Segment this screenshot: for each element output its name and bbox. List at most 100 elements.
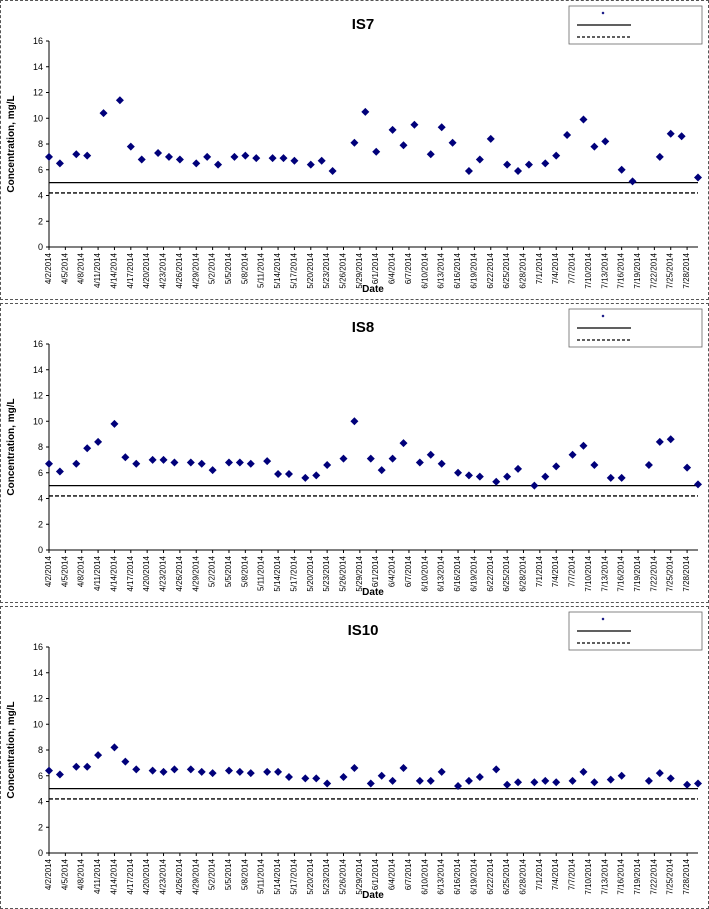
x-tick-label: 7/22/2014	[649, 858, 658, 894]
data-point	[94, 751, 103, 760]
x-tick-label: 5/26/2014	[339, 555, 348, 591]
x-tick-label: 5/20/2014	[306, 555, 315, 591]
x-tick-label: 7/10/2014	[584, 858, 593, 894]
data-point	[590, 461, 599, 470]
data-point	[552, 151, 561, 160]
y-tick-label: 14	[33, 668, 43, 678]
x-tick-label: 5/11/2014	[257, 252, 266, 288]
data-point	[55, 159, 64, 168]
data-point	[617, 473, 626, 482]
data-point	[617, 165, 626, 174]
data-point	[274, 470, 283, 479]
x-tick-label: 4/8/2014	[77, 858, 86, 890]
data-point	[208, 769, 217, 778]
x-tick-label: 4/14/2014	[109, 252, 118, 288]
data-point	[45, 152, 53, 161]
data-point	[148, 766, 157, 775]
data-point	[372, 147, 381, 156]
x-tick-label: 6/22/2014	[486, 858, 495, 894]
data-point	[579, 767, 588, 776]
data-point	[306, 160, 315, 169]
data-point	[530, 481, 539, 490]
y-tick-label: 0	[38, 242, 43, 252]
data-point	[579, 441, 588, 450]
x-tick-label: 6/13/2014	[437, 858, 446, 894]
data-point	[666, 435, 675, 444]
x-tick-label: 5/20/2014	[306, 858, 315, 894]
x-tick-label: 5/23/2014	[322, 252, 331, 288]
data-point	[683, 463, 692, 472]
data-point	[464, 776, 473, 785]
data-point	[339, 773, 348, 782]
x-tick-label: 5/26/2014	[339, 252, 348, 288]
data-point	[203, 152, 212, 161]
x-tick-label: 4/8/2014	[77, 252, 86, 284]
data-point	[377, 466, 386, 475]
data-point	[437, 767, 446, 776]
data-point	[606, 473, 615, 482]
data-point	[454, 468, 463, 477]
data-point	[541, 159, 550, 168]
y-tick-label: 16	[33, 339, 43, 349]
data-point	[154, 149, 163, 158]
data-point	[45, 766, 53, 775]
data-point	[579, 115, 588, 124]
y-tick-label: 4	[38, 191, 43, 201]
data-point	[683, 780, 692, 789]
x-tick-label: 5/20/2014	[306, 252, 315, 288]
x-tick-label: 4/26/2014	[175, 858, 184, 894]
x-tick-label: 7/1/2014	[535, 252, 544, 284]
data-point	[224, 458, 233, 467]
x-tick-label: 5/17/2014	[289, 252, 298, 288]
x-tick-label: 4/29/2014	[191, 858, 200, 894]
chart-title: IS7	[352, 16, 375, 33]
data-point	[192, 159, 201, 168]
legend-marker	[601, 314, 605, 318]
x-tick-label: 6/28/2014	[518, 555, 527, 591]
data-point	[317, 156, 326, 165]
y-tick-label: 6	[38, 468, 43, 478]
x-tick-label: 6/13/2014	[437, 555, 446, 591]
data-point	[464, 471, 473, 480]
x-tick-label: 4/2/2014	[44, 252, 53, 284]
x-tick-label: 6/10/2014	[420, 858, 429, 894]
data-point	[83, 151, 92, 160]
x-tick-label: 6/28/2014	[518, 252, 527, 288]
data-point	[590, 778, 599, 787]
x-tick-label: 4/23/2014	[159, 858, 168, 894]
data-point	[377, 771, 386, 780]
x-tick-label: 7/1/2014	[535, 555, 544, 587]
y-tick-label: 2	[38, 822, 43, 832]
y-tick-label: 10	[33, 113, 43, 123]
x-tick-label: 5/2/2014	[208, 555, 217, 587]
data-point	[72, 150, 81, 159]
data-point	[694, 779, 702, 788]
x-tick-label: 7/19/2014	[633, 555, 642, 591]
data-point	[230, 152, 239, 161]
x-tick-label: 6/25/2014	[502, 555, 511, 591]
data-point	[492, 477, 501, 486]
x-tick-label: 7/28/2014	[682, 555, 691, 591]
data-point	[426, 776, 435, 785]
chart-panel-is7: IS7 Concentration, mg/L Date 0 2 4 6 8 10 12 14 16 4…	[0, 0, 709, 300]
x-axis-label: Date	[362, 284, 384, 295]
data-point	[284, 773, 293, 782]
data-point	[121, 453, 130, 462]
y-tick-label: 16	[33, 36, 43, 46]
x-tick-label: 5/23/2014	[322, 555, 331, 591]
x-tick-label: 6/4/2014	[388, 252, 397, 284]
data-point	[274, 767, 283, 776]
data-point	[388, 125, 397, 134]
x-tick-label: 4/11/2014	[93, 858, 102, 894]
data-point	[132, 765, 141, 774]
x-tick-label: 7/10/2014	[584, 555, 593, 591]
data-point	[263, 767, 272, 776]
x-tick-label: 7/28/2014	[682, 858, 691, 894]
data-point	[628, 177, 637, 186]
data-point	[568, 776, 577, 785]
data-point	[224, 766, 233, 775]
x-tick-label: 7/22/2014	[649, 252, 658, 288]
data-point	[246, 769, 255, 778]
x-tick-label: 6/19/2014	[469, 555, 478, 591]
y-tick-label: 2	[38, 519, 43, 529]
